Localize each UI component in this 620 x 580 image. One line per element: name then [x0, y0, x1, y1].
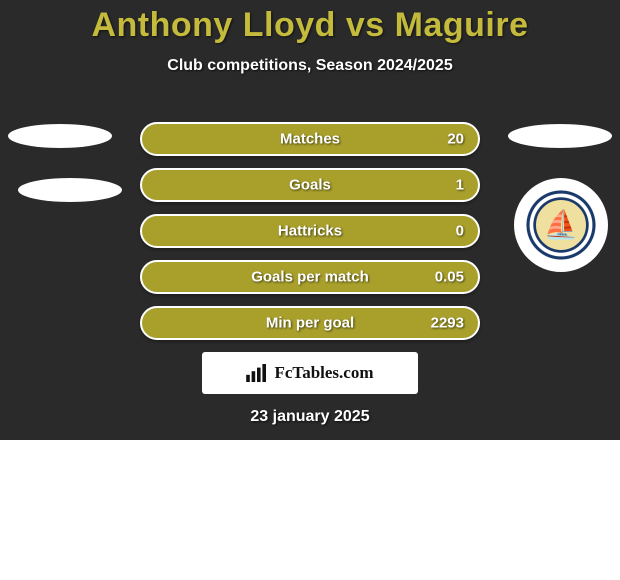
stat-row-matches: Matches 20 — [140, 122, 480, 156]
brand-text: FcTables.com — [274, 363, 373, 383]
stat-label: Goals per match — [251, 269, 369, 286]
comparison-card: Anthony Lloyd vs Maguire Club competitio… — [0, 0, 620, 440]
player-silhouette-left-2 — [18, 178, 122, 202]
page-subtitle: Club competitions, Season 2024/2025 — [0, 57, 620, 75]
player-silhouette-right-1 — [508, 124, 612, 148]
ship-icon: ⛵ — [544, 211, 579, 239]
stat-row-hattricks: Hattricks 0 — [140, 214, 480, 248]
stat-value: 20 — [447, 131, 464, 148]
club-crest: ⛵ — [514, 178, 608, 272]
bar-chart-icon — [246, 364, 268, 382]
stat-value: 1 — [456, 177, 464, 194]
stat-bars: Matches 20 Goals 1 Hattricks 0 Goals per… — [140, 122, 480, 352]
page-title: Anthony Lloyd vs Maguire — [0, 0, 620, 45]
stat-value: 0.05 — [435, 269, 464, 286]
date-label: 23 january 2025 — [250, 408, 369, 426]
stat-value: 0 — [456, 223, 464, 240]
stat-row-min-per-goal: Min per goal 2293 — [140, 306, 480, 340]
stat-row-goals: Goals 1 — [140, 168, 480, 202]
brand-badge: FcTables.com — [202, 352, 418, 394]
stat-value: 2293 — [431, 315, 464, 332]
player-silhouette-left-1 — [8, 124, 112, 148]
stat-row-goals-per-match: Goals per match 0.05 — [140, 260, 480, 294]
stat-label: Hattricks — [278, 223, 342, 240]
stat-label: Matches — [280, 131, 340, 148]
stat-label: Min per goal — [266, 315, 354, 332]
club-crest-inner: ⛵ — [534, 198, 588, 252]
stat-label: Goals — [289, 177, 331, 194]
